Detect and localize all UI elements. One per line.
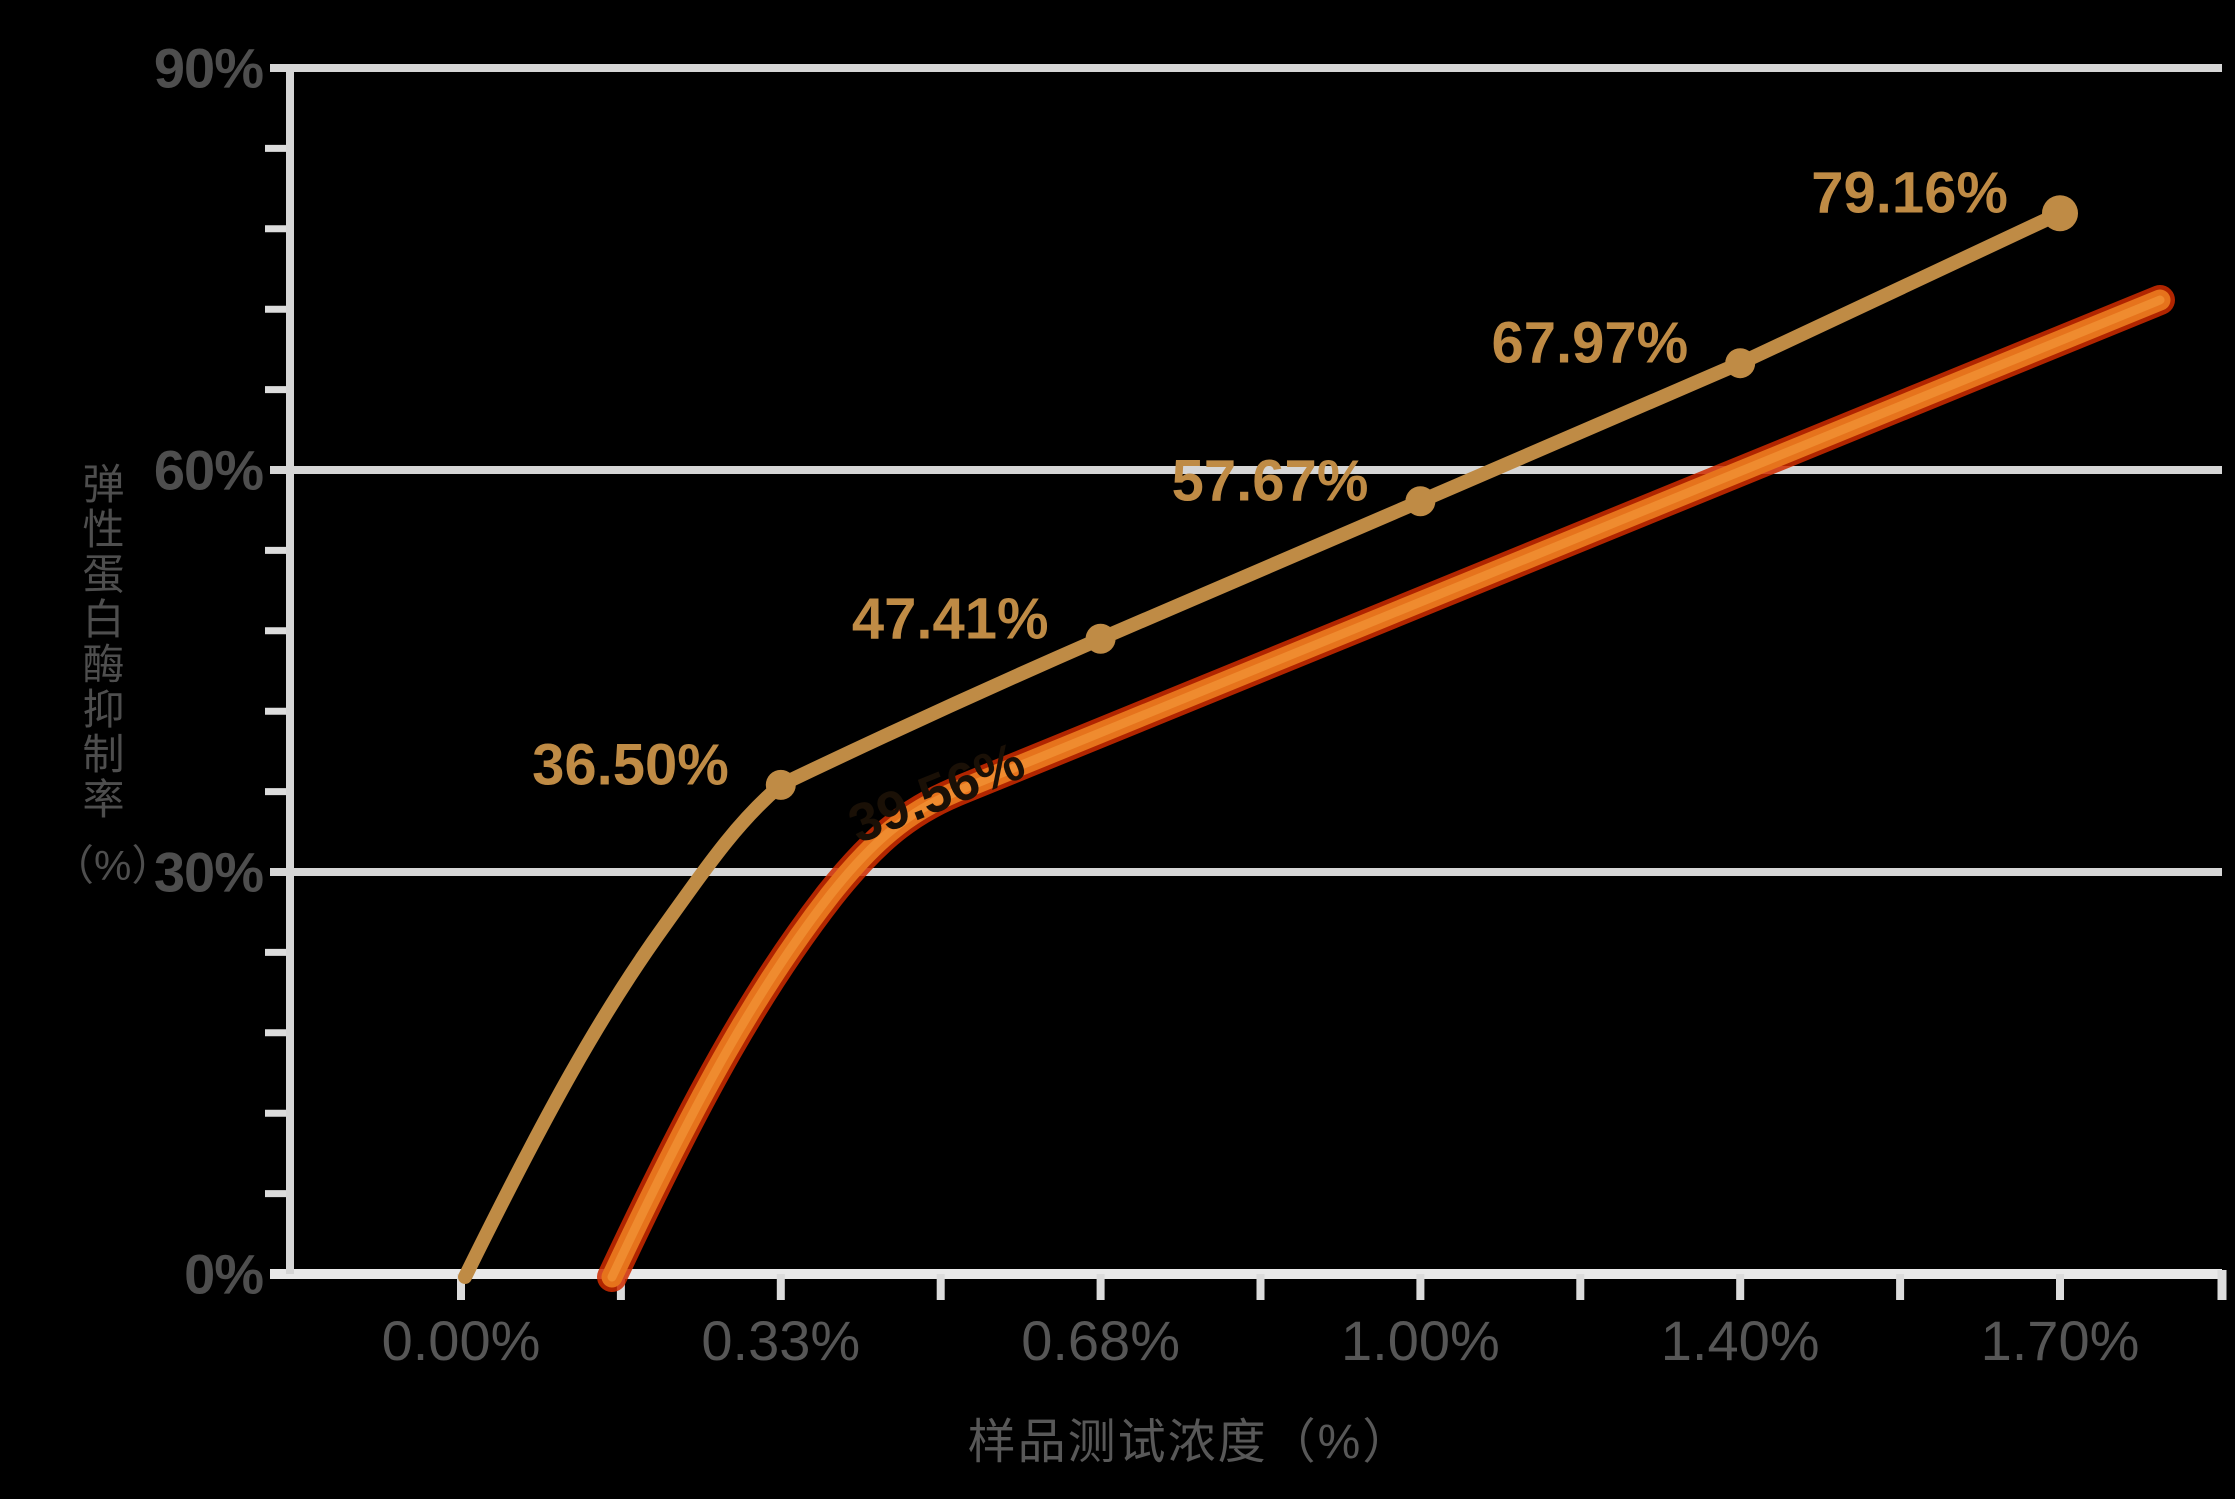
y-axis-unit: （%）: [52, 842, 174, 889]
y-tick-label: 90%: [153, 36, 264, 100]
y-axis-title: 弹性蛋白酶抑制率: [77, 462, 124, 822]
x-tick-label: 1.70%: [1980, 1309, 2140, 1372]
y-tick-label: 30%: [153, 840, 264, 904]
orange-line-fringe: [597, 285, 2175, 1292]
orange-line-highlight: [607, 295, 2165, 1282]
data-point-label: 57.67%: [1171, 448, 1369, 514]
x-tick-label: 0.68%: [1021, 1309, 1180, 1372]
x-tick-label: 0.33%: [701, 1309, 861, 1372]
y-tick-label: 60%: [153, 438, 264, 502]
y-tick-label: 0%: [184, 1242, 264, 1306]
gold-line: [458, 206, 2067, 1284]
data-point-label: 36.50%: [532, 732, 729, 798]
gold-data-point: [765, 769, 796, 800]
data-point-label: 67.97%: [1491, 310, 1689, 376]
x-tick-label: 1.00%: [1340, 1309, 1500, 1372]
data-point-label: 79.16%: [1811, 160, 2008, 226]
gold-data-point: [1405, 486, 1436, 517]
gold-data-point: [1725, 348, 1756, 379]
x-tick-label: 1.40%: [1660, 1309, 1820, 1372]
gold-data-point: [2042, 195, 2078, 232]
x-axis-title: 样品测试浓度（%）: [967, 1416, 1413, 1469]
data-point-label: 47.41%: [851, 586, 1049, 652]
gold-data-point: [1085, 623, 1116, 654]
x-tick-label: 0.00%: [381, 1309, 541, 1372]
orange-line: [601, 289, 2171, 1288]
